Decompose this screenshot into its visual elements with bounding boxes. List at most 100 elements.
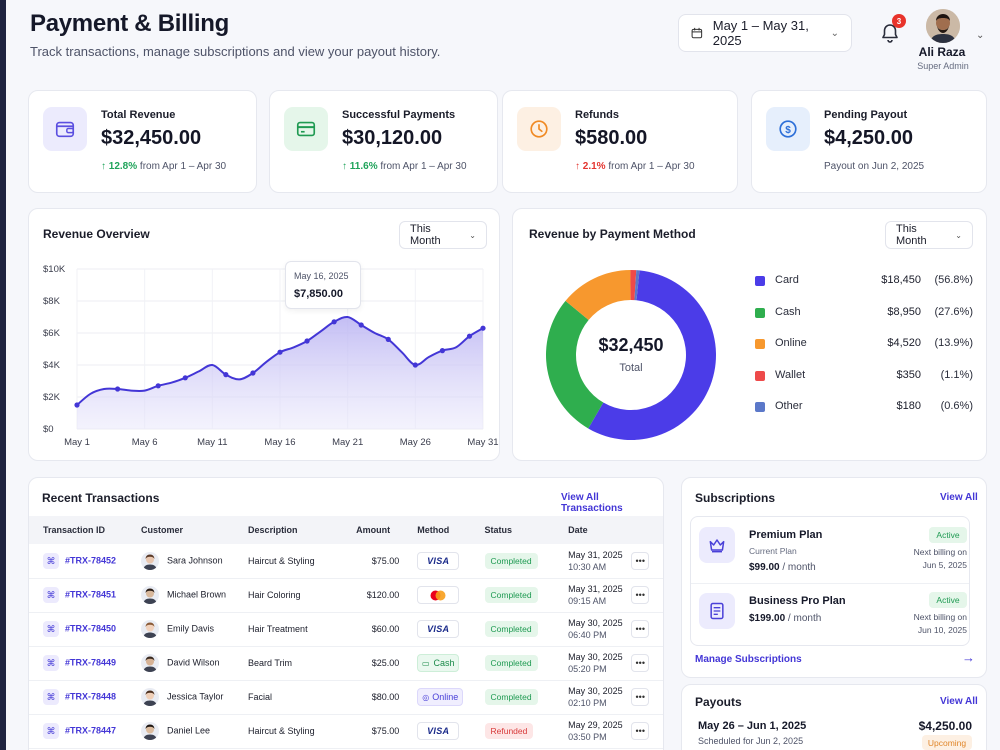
donut-slice-other[interactable]	[634, 270, 640, 301]
arrow-right-icon[interactable]: →	[962, 650, 975, 665]
donut-slice-online[interactable]	[565, 270, 631, 320]
legend-item-cash[interactable]: Cash $8,950 (27.6%)	[755, 305, 975, 321]
subscription-plan-business-pro[interactable]: Business Pro Plan $199.00 / month Active…	[691, 583, 969, 647]
col-date[interactable]: Date	[568, 525, 588, 535]
payment-method-donut-chart[interactable]	[541, 265, 721, 445]
legend-percent: (13.9%)	[934, 337, 973, 349]
table-row[interactable]: ⌘ #TRX-78452 Sara Johnson Haircut & Styli…	[29, 544, 663, 579]
status-badge: Active	[929, 592, 967, 608]
transaction-id-link[interactable]: #TRX-78448	[65, 691, 117, 702]
payout-scheduled: Scheduled for Jun 2, 2025	[698, 736, 804, 746]
transaction-icon: ⌘	[43, 723, 59, 739]
legend-amount: $18,450	[881, 274, 921, 286]
col-customer[interactable]: Customer	[141, 525, 184, 535]
amount: $60.00	[352, 612, 414, 647]
data-point[interactable]	[466, 333, 473, 339]
subscription-plans-list: Premium Plan Current Plan $99.00 / month…	[690, 516, 970, 646]
col-method[interactable]: Method	[417, 525, 450, 535]
kpi-successful-payments: Successful Payments $30,120.00 ↑ 11.6% f…	[269, 90, 498, 193]
view-all-subscriptions-link[interactable]: View All	[940, 492, 978, 503]
more-actions-icon[interactable]: •••	[631, 688, 650, 706]
data-point[interactable]	[115, 386, 121, 392]
donut-slice-card[interactable]	[588, 270, 716, 440]
panel-title: Revenue Overview	[43, 227, 150, 241]
table-row[interactable]: ⌘ #TRX-78451 Michael Brown Hair Coloring …	[29, 578, 663, 613]
description: Hair Treatment	[244, 612, 353, 647]
credit-card-icon	[284, 107, 328, 151]
user-name: Ali Raza	[918, 45, 966, 59]
col-description[interactable]: Description	[248, 525, 298, 535]
data-point[interactable]	[358, 322, 364, 328]
col-amount[interactable]: Amount	[356, 525, 391, 535]
globe-icon: ◎	[422, 692, 430, 702]
transaction-date: May 31, 2025	[568, 584, 623, 594]
transaction-id-link[interactable]: #TRX-78452	[65, 555, 117, 566]
subscription-plan-premium[interactable]: Premium Plan Current Plan $99.00 / month…	[691, 517, 969, 581]
transaction-id-link[interactable]: #TRX-78450	[65, 623, 117, 634]
transaction-id-link[interactable]: #TRX-78449	[65, 657, 117, 668]
kpi-delta-value: 2.1%	[582, 161, 606, 172]
more-actions-icon[interactable]: •••	[631, 551, 650, 570]
user-avatar[interactable]	[926, 9, 960, 43]
data-point[interactable]	[412, 362, 418, 368]
manage-subscriptions-link[interactable]: Manage Subscriptions	[695, 654, 802, 665]
legend-item-other[interactable]: Other $180 (0.6%)	[755, 399, 975, 415]
more-actions-icon[interactable]: •••	[631, 586, 650, 604]
legend-percent: (56.8%)	[934, 274, 973, 286]
data-point[interactable]	[304, 338, 310, 344]
kpi-delta-period: from Apr 1 – Apr 30	[137, 161, 227, 172]
view-all-transactions-link[interactable]: View All Transactions	[561, 492, 623, 514]
col-transaction-id[interactable]: Transaction ID	[43, 525, 106, 535]
data-point[interactable]	[331, 319, 337, 325]
payment-method-period-select[interactable]: This Month ⌄	[885, 221, 973, 249]
transaction-icon: ⌘	[43, 552, 59, 569]
data-point[interactable]	[277, 349, 283, 355]
data-point[interactable]	[480, 325, 486, 331]
transaction-id-link[interactable]: #TRX-78451	[65, 589, 117, 600]
kpi-delta-period: from Apr 1 – Apr 30	[605, 161, 695, 172]
legend-label: Online	[775, 337, 807, 349]
legend-amount: $350	[896, 368, 921, 381]
date-range-label: May 1 – May 31, 2025	[712, 18, 809, 48]
more-actions-icon[interactable]: •••	[631, 620, 650, 638]
revenue-area-chart[interactable]: $0 $2K $4K $6K $8K $10K May 1 May 6 May 11 May 16…	[29, 209, 501, 462]
transaction-date: May 29, 2025	[568, 720, 623, 730]
col-status[interactable]: Status	[484, 525, 513, 535]
plan-price: $199.00 / month	[749, 613, 821, 624]
customer-name: Michael Brown	[167, 589, 227, 600]
description: Hair Coloring	[244, 578, 353, 613]
table-row[interactable]: ⌘ #TRX-78447 Daniel Lee Haircut & Styling…	[29, 714, 663, 749]
legend-item-wallet[interactable]: Wallet $350 (1.1%)	[755, 368, 975, 384]
transaction-id-link[interactable]: #TRX-78447	[65, 725, 117, 736]
table-row[interactable]: ⌘ #TRX-78449 David Wilson Beard Trim $25.…	[29, 646, 663, 681]
data-point[interactable]	[385, 336, 391, 342]
method-label: Online	[432, 692, 459, 702]
revenue-overview-panel: Revenue Overview This Month ⌄ $0 $2K $4K $6…	[28, 208, 500, 461]
notification-badge: 3	[892, 14, 906, 28]
donut-slice-wallet[interactable]	[630, 270, 637, 301]
data-point[interactable]	[155, 383, 161, 389]
more-actions-icon[interactable]: •••	[631, 722, 650, 740]
document-icon	[699, 593, 735, 629]
data-point[interactable]	[74, 402, 80, 408]
data-point[interactable]	[439, 348, 445, 354]
table-row[interactable]: ⌘ #TRX-78450 Emily Davis Hair Treatment $…	[29, 612, 663, 647]
subscriptions-panel: Subscriptions View All Premium Plan Curr…	[681, 477, 987, 678]
donut-slice-cash[interactable]	[546, 300, 604, 429]
legend-item-online[interactable]: Online $4,520 (13.9%)	[755, 336, 975, 352]
data-point[interactable]	[223, 372, 229, 378]
y-tick-label: $4K	[43, 360, 61, 371]
customer-name: Emily Davis	[167, 623, 215, 634]
data-point[interactable]	[250, 370, 256, 376]
avatar	[141, 551, 160, 570]
data-point[interactable]	[182, 375, 188, 381]
date-range-picker[interactable]: May 1 – May 31, 2025 ⌄	[678, 14, 852, 52]
table-row[interactable]: ⌘ #TRX-78448 Jessica Taylor Facial $80.00…	[29, 680, 663, 715]
revenue-period-select[interactable]: This Month ⌄	[399, 221, 487, 249]
view-all-payouts-link[interactable]: View All	[940, 696, 978, 707]
user-menu-chevron-icon[interactable]: ⌄	[976, 30, 985, 41]
more-actions-icon[interactable]: •••	[631, 654, 650, 672]
legend-item-card[interactable]: Card $18,450 (56.8%)	[755, 273, 975, 289]
transaction-time: 09:15 AM	[568, 596, 607, 606]
table-header-row: Transaction ID Customer Description Amou…	[29, 516, 663, 544]
